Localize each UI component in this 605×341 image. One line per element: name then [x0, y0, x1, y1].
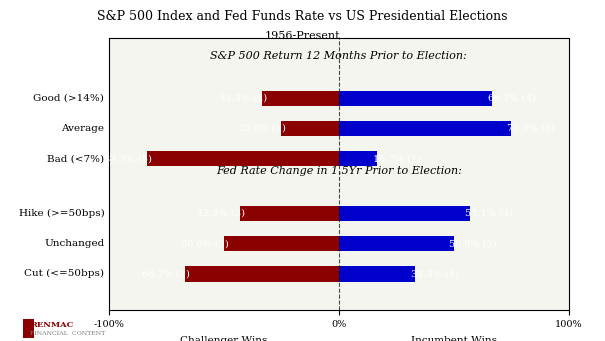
Bar	[339, 151, 377, 166]
Text: RENMAC: RENMAC	[30, 321, 74, 329]
Text: 57.1% (4): 57.1% (4)	[465, 209, 514, 218]
Bar	[240, 206, 339, 221]
Text: 66.7% (2): 66.7% (2)	[142, 269, 190, 279]
Bar	[339, 206, 470, 221]
Bar	[339, 121, 511, 136]
Text: FINANCIAL  CONTENT: FINANCIAL CONTENT	[30, 331, 105, 336]
Text: 1956-Present: 1956-Present	[265, 31, 340, 41]
Text: Hike (>=50bps): Hike (>=50bps)	[19, 209, 104, 218]
Text: 83.3% (5): 83.3% (5)	[104, 154, 152, 163]
Bar	[281, 121, 339, 136]
Text: Fed Rate Change in 1.5Yr Prior to Election:: Fed Rate Change in 1.5Yr Prior to Electi…	[216, 166, 462, 176]
Text: 33.3% (2): 33.3% (2)	[219, 94, 267, 103]
Bar	[224, 236, 339, 251]
Bar	[186, 266, 339, 282]
Text: Incumbent Wins: Incumbent Wins	[411, 336, 497, 341]
Text: 50.0% (3): 50.0% (3)	[181, 239, 229, 248]
Text: Unchanged: Unchanged	[44, 239, 104, 248]
Bar	[147, 151, 339, 166]
Text: 50.0% (3): 50.0% (3)	[449, 239, 497, 248]
Bar	[262, 91, 339, 106]
Text: Average: Average	[61, 124, 104, 133]
Text: Bad (<7%): Bad (<7%)	[47, 154, 104, 163]
Text: S&P 500 Return 12 Months Prior to Election:: S&P 500 Return 12 Months Prior to Electi…	[211, 51, 467, 61]
Bar	[339, 91, 492, 106]
Text: S&P 500 Index and Fed Funds Rate vs US Presidential Elections: S&P 500 Index and Fed Funds Rate vs US P…	[97, 10, 508, 23]
Text: 16.7% (1): 16.7% (1)	[373, 154, 420, 163]
Text: Good (>14%): Good (>14%)	[33, 94, 104, 103]
Bar	[339, 236, 454, 251]
Text: 66.7% (4): 66.7% (4)	[488, 94, 535, 103]
Text: Cut (<=50bps): Cut (<=50bps)	[24, 269, 104, 279]
Text: 42.9% (3): 42.9% (3)	[197, 209, 245, 218]
Text: 75.0% (3): 75.0% (3)	[506, 124, 555, 133]
Text: Challenger Wins: Challenger Wins	[180, 336, 267, 341]
Text: 33.3% (1): 33.3% (1)	[411, 269, 459, 279]
Bar	[339, 266, 416, 282]
Text: 25.0% (1): 25.0% (1)	[238, 124, 286, 133]
